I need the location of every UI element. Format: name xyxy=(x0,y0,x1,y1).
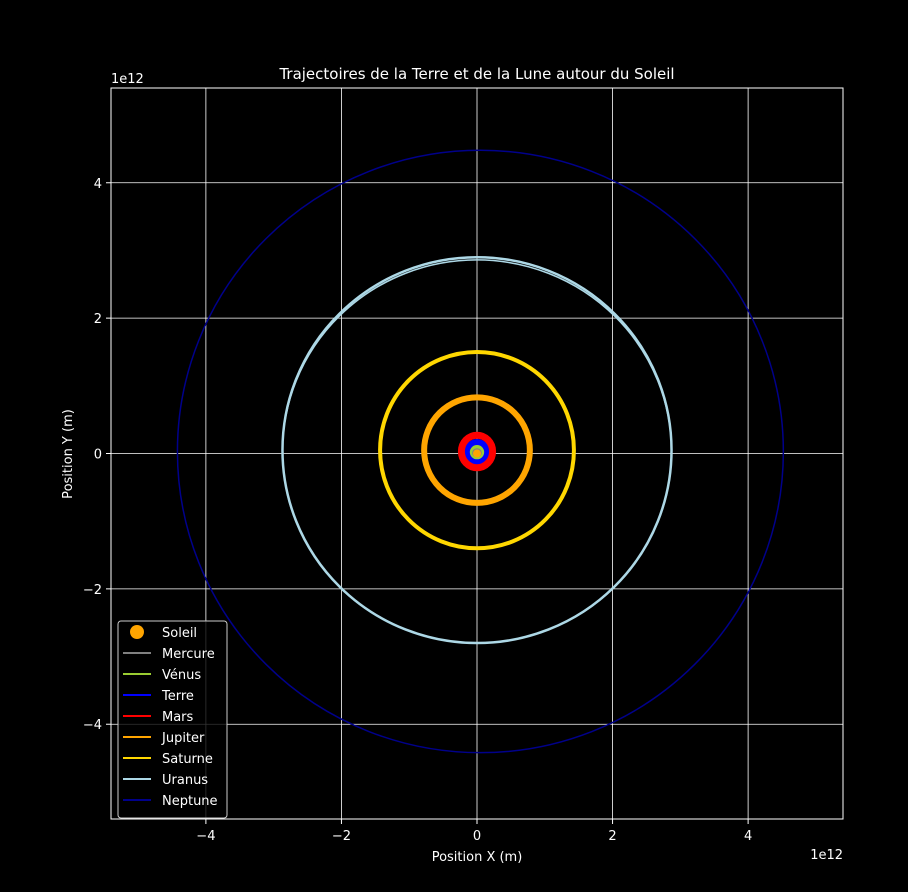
orbit-saturne xyxy=(378,349,576,551)
legend-label: Uranus xyxy=(162,773,208,788)
y-tick-label: 4 xyxy=(94,177,102,192)
x-axis-label: Position X (m) xyxy=(432,850,523,865)
y-tick-label: −4 xyxy=(83,718,102,733)
orbit-jupiter xyxy=(421,394,533,506)
y-axis-label: Position Y (m) xyxy=(61,409,76,499)
x-tick-label: −4 xyxy=(196,829,215,844)
legend-label: Soleil xyxy=(162,626,197,641)
orbit-neptune xyxy=(176,149,785,754)
legend-label: Neptune xyxy=(162,794,218,809)
chart-title: Trajectoires de la Terre et de la Lune a… xyxy=(278,65,674,83)
ticks: −4 −2 0 2 4 −4 −2 0 2 4 xyxy=(83,177,752,844)
orbit-mars xyxy=(457,431,497,472)
y-tick-label: 2 xyxy=(94,312,102,327)
legend-marker-soleil xyxy=(130,625,144,639)
legend-box xyxy=(117,620,228,819)
legend-label: Vénus xyxy=(162,668,201,683)
y-tick-label: 0 xyxy=(94,448,102,463)
x-tick-label: 2 xyxy=(608,829,616,844)
legend-label: Jupiter xyxy=(161,731,205,746)
legend-label: Saturne xyxy=(162,752,213,767)
legend-label: Terre xyxy=(161,689,194,704)
x-tick-label: 4 xyxy=(744,829,752,844)
y-tick-label: −2 xyxy=(83,583,102,598)
y-offset-label: 1e12 xyxy=(111,72,144,87)
legend-label: Mars xyxy=(162,710,194,725)
x-offset-label: 1e12 xyxy=(810,848,843,863)
x-tick-label: 0 xyxy=(473,829,481,844)
legend: Soleil Mercure Vénus Terre Mars Jupiter Saturn… xyxy=(117,620,228,819)
x-tick-label: −2 xyxy=(332,829,351,844)
legend-label: Mercure xyxy=(162,647,215,662)
orbit-terre xyxy=(463,438,491,466)
plot-frame xyxy=(110,87,844,820)
orbits xyxy=(176,149,785,754)
sun-marker xyxy=(473,449,481,458)
orbit-uranus-secondary xyxy=(281,259,673,644)
